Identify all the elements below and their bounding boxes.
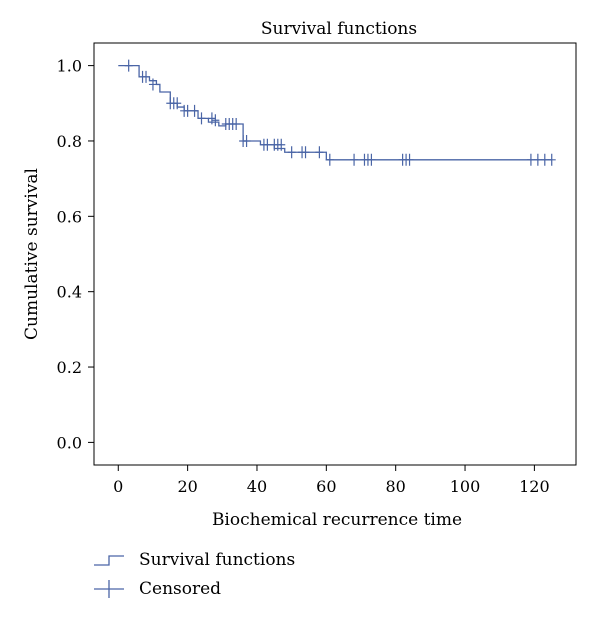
legend-label-survival: Survival functions: [139, 550, 295, 570]
censored-marker: [405, 153, 414, 166]
censored-marker: [540, 153, 549, 166]
y-axis-label: Cumulative survival: [22, 168, 42, 340]
plus-marker-icon: [94, 580, 124, 598]
censored-marker: [197, 112, 206, 125]
censored-marker: [263, 138, 272, 151]
x-tick-label: 80: [386, 477, 406, 496]
y-tick-label: 0.0: [57, 433, 82, 452]
series-layer: [118, 59, 556, 166]
censored-marker: [301, 146, 310, 159]
y-tick-label: 0.4: [57, 283, 82, 302]
censored-marker: [124, 59, 133, 72]
x-tick-label: 20: [177, 477, 197, 496]
censored-marker: [547, 153, 556, 166]
y-tick-label: 0.6: [57, 207, 82, 226]
censored-marker: [533, 153, 542, 166]
x-axis: 0 20 40 60 80 100 120: [113, 465, 550, 496]
censored-marker: [190, 104, 199, 117]
censored-marker: [173, 97, 182, 110]
chart-title: Survival functions: [261, 19, 417, 39]
legend: Survival functions Censored: [94, 550, 295, 599]
x-tick-label: 60: [316, 477, 336, 496]
y-tick-label: 0.8: [57, 132, 82, 151]
censored-marker: [148, 78, 157, 91]
censored-marker: [232, 118, 241, 131]
censored-marker: [315, 146, 324, 159]
x-tick-label: 100: [450, 477, 481, 496]
legend-label-censored: Censored: [139, 579, 221, 599]
censored-marker: [142, 70, 151, 83]
x-tick-label: 120: [519, 477, 550, 496]
legend-item-censored: Censored: [94, 579, 221, 599]
censored-marker: [242, 134, 251, 147]
y-axis: 0.0 0.2 0.4 0.6 0.8 1.0: [57, 57, 94, 452]
x-axis-label: Biochemical recurrence time: [212, 510, 462, 530]
censored-marker: [287, 146, 296, 159]
plot-frame: [93, 42, 577, 466]
step-line-icon: [94, 555, 124, 566]
censored-marker: [367, 153, 376, 166]
censored-marker: [526, 153, 535, 166]
censored-marker: [325, 153, 334, 166]
censored-marker: [211, 114, 220, 127]
censored-marker: [207, 112, 216, 125]
x-tick-label: 0: [113, 477, 123, 496]
y-tick-label: 0.2: [57, 358, 82, 377]
censored-marker: [350, 153, 359, 166]
censored-marker: [277, 138, 286, 151]
x-tick-label: 40: [247, 477, 267, 496]
y-tick-label: 1.0: [57, 57, 82, 76]
legend-item-survival: Survival functions: [94, 550, 295, 570]
censored-marker: [183, 104, 192, 117]
survival-step-line: [118, 64, 552, 161]
